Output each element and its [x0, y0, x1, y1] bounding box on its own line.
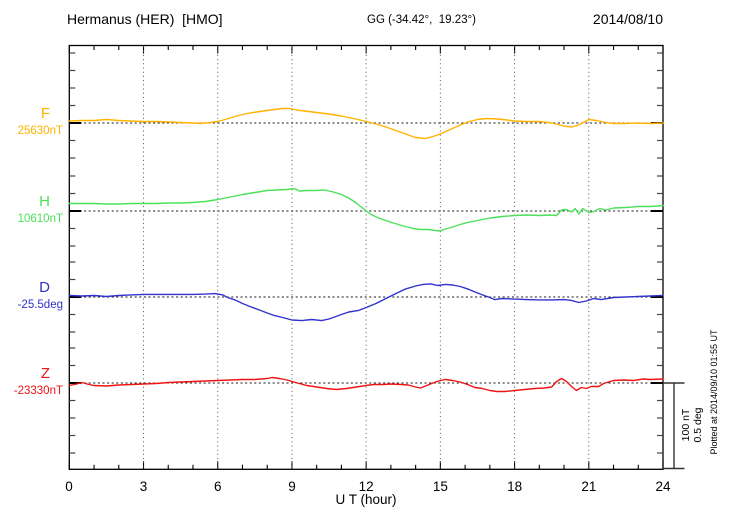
channel-ref-F: 25630nT — [17, 125, 63, 137]
series-curve-D — [68, 283, 664, 322]
channel-label-Z: Z — [40, 365, 50, 382]
channel-ref-D: -25.5deg — [17, 299, 63, 311]
station-title: Hermanus (HER) [HMO] — [67, 11, 223, 27]
series-curve-Z — [68, 376, 664, 393]
x-tick-18: 18 — [507, 479, 522, 494]
scalebar-label-deg: 0.5 deg — [692, 407, 704, 442]
channel-ref-Z: -23330nT — [13, 385, 63, 397]
series-curve-F — [68, 107, 664, 140]
x-tick-0: 0 — [65, 479, 73, 494]
channel-label-H: H — [39, 193, 50, 210]
plotted-at-note: Plotted at 2014/09/10 01:55 UT — [709, 329, 719, 455]
x-tick-15: 15 — [433, 479, 448, 494]
geographic-coordinates: GG (-34.42°, 19.23°) — [367, 14, 476, 26]
x-tick-24: 24 — [655, 479, 671, 494]
series-curve-H — [68, 187, 664, 232]
channel-label-F: F — [40, 105, 50, 122]
x-axis-label: U T (hour) — [335, 492, 396, 507]
scalebar-label-nt: 100 nT — [680, 408, 692, 441]
x-tick-12: 12 — [359, 479, 374, 494]
plot-date: 2014/08/10 — [592, 11, 663, 27]
channel-ref-H: 10610nT — [17, 213, 63, 225]
chart-layer — [68, 44, 685, 470]
x-tick-3: 3 — [140, 479, 148, 494]
channel-label-D: D — [39, 279, 50, 296]
x-tick-6: 6 — [214, 479, 222, 494]
x-tick-9: 9 — [288, 479, 296, 494]
x-tick-21: 21 — [581, 479, 596, 494]
